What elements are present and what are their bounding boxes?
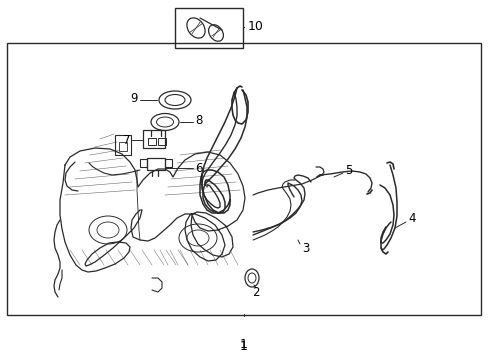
Bar (147, 158, 164, 170)
Bar (175, 8, 243, 48)
Bar (115, 135, 131, 155)
Text: 9: 9 (130, 91, 138, 104)
Text: 10: 10 (247, 21, 264, 33)
Text: 4: 4 (407, 211, 415, 225)
Bar (148, 138, 156, 145)
Text: 1: 1 (240, 339, 247, 352)
Bar (158, 138, 165, 145)
Bar (119, 142, 127, 151)
Text: 7: 7 (122, 134, 130, 147)
Text: 1: 1 (240, 338, 247, 351)
Bar (7, 43, 480, 315)
Text: 5: 5 (345, 163, 352, 176)
Text: 3: 3 (302, 242, 309, 255)
Bar (164, 159, 172, 167)
Bar (142, 130, 164, 148)
Bar (140, 159, 147, 167)
Text: 8: 8 (195, 113, 202, 126)
Text: 2: 2 (252, 285, 259, 298)
Text: 6: 6 (195, 162, 202, 175)
